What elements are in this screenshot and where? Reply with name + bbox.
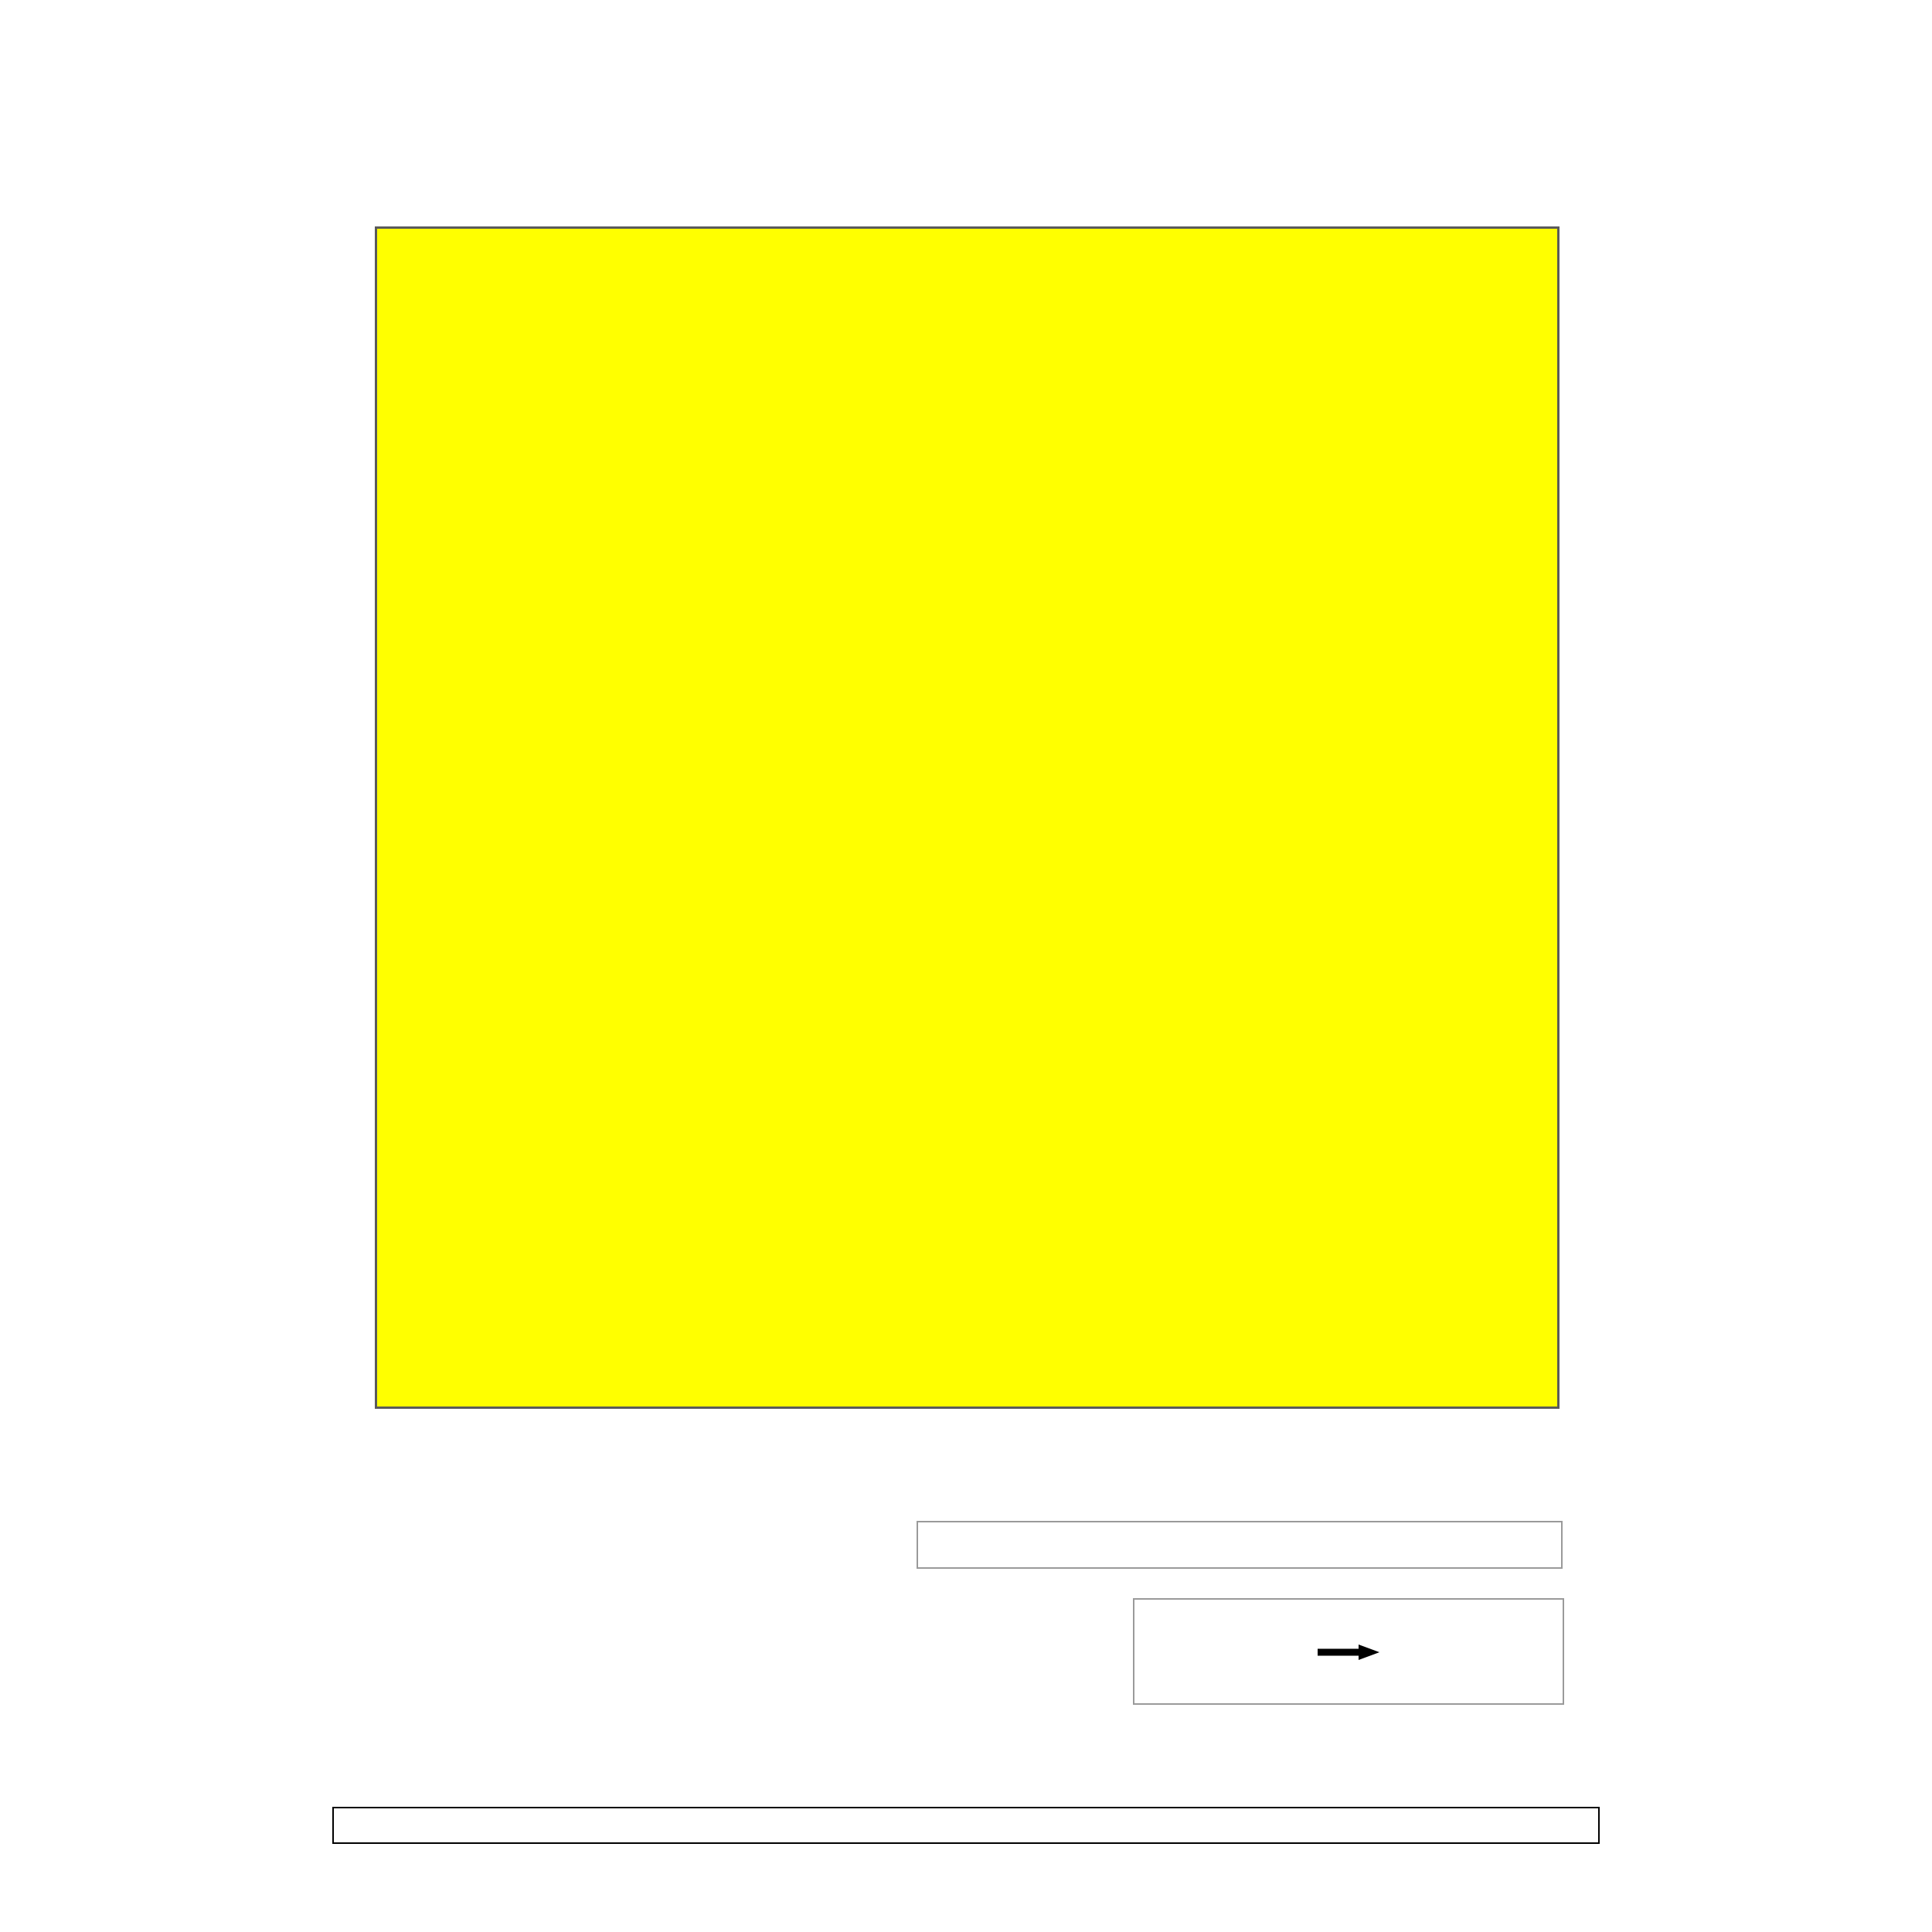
map-overlay-coastlines-isobars-wind	[377, 229, 1557, 1406]
wind-arrow-icon	[1318, 1645, 1379, 1660]
wind-reference-legend-box	[1133, 1598, 1564, 1705]
weather-map[interactable]	[375, 226, 1560, 1409]
temperature-colorbar[interactable]	[332, 1807, 1600, 1844]
colorbar-tick-labels	[332, 1853, 1600, 1900]
pressure-legend-box	[917, 1521, 1563, 1569]
